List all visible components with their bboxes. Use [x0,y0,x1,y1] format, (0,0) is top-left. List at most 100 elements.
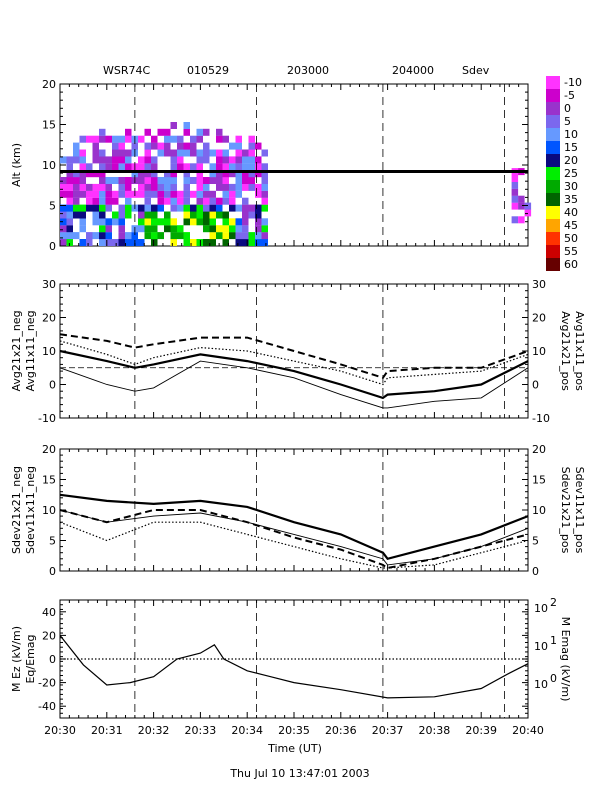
reflectivity-cell [235,218,242,226]
reflectivity-cell [248,239,255,246]
reflectivity-cell [92,190,99,198]
reflectivity-cell [235,163,242,171]
reflectivity-cell [112,197,119,205]
reflectivity-cell [524,202,532,210]
colorbar-swatch [546,232,560,245]
colorbar-label: 60 [564,258,578,271]
reflectivity-cell [209,225,216,233]
y-tick-label: 10 [42,345,56,358]
y-tick-label-right: 0 [532,379,539,392]
reflectivity-cell [170,239,177,246]
reflectivity-cell [222,177,229,184]
reflectivity-cell [203,149,210,157]
reflectivity-cell [105,225,112,233]
header-date: 010529 [187,64,229,77]
panel-3: 0 0 5 5 10 10 15 15 20 20 Sdev21x21_neg Sdev11x11_n… [10,443,586,578]
reflectivity-cell [79,190,86,198]
reflectivity-cell [261,190,268,198]
reflectivity-cell [105,156,112,164]
reflectivity-cell [170,197,177,205]
reflectivity-cell [242,177,249,184]
reflectivity-cell [79,211,86,219]
reflectivity-cell [235,142,242,150]
reflectivity-cell [183,163,190,171]
reflectivity-cell [235,239,242,246]
reflectivity-cell [73,142,80,150]
reflectivity-cell [125,183,132,191]
y-tick-label-right: 20 [532,443,546,456]
reflectivity-cell [125,211,132,219]
reflectivity-cell [105,204,112,212]
reflectivity-cell [144,183,151,191]
reflectivity-cell [229,232,236,240]
reflectivity-cell [66,163,73,171]
reflectivity-cell [79,218,86,226]
right-log-label: 10 [534,678,548,691]
reflectivity-cell [151,190,158,198]
y-tick-label: 20 [42,629,56,642]
reflectivity-cell [60,239,67,246]
reflectivity-cell [99,163,106,171]
reflectivity-cell [255,225,262,233]
reflectivity-cell [138,156,145,164]
reflectivity-cell [196,211,203,219]
reflectivity-cell [190,177,197,184]
reflectivity-cell [144,142,151,150]
reflectivity-cell [164,135,171,143]
reflectivity-cell [151,204,158,212]
reflectivity-cell [151,142,158,150]
reflectivity-cell [138,135,145,143]
reflectivity-cell [170,163,177,171]
y-axis-label-right: Avg21x21_pos [559,311,572,391]
reflectivity-cell [203,156,210,164]
y-tick-label: -20 [38,677,56,690]
reflectivity-cell [203,211,210,219]
reflectivity-cell [92,218,99,226]
reflectivity-cell [125,156,132,164]
reflectivity-cell [105,183,112,191]
reflectivity-cell [261,218,268,226]
reflectivity-cell [196,204,203,212]
reflectivity-cell [105,239,112,246]
reflectivity-cell [183,142,190,150]
colorbar-swatch [546,180,560,193]
series-avg21x21-pos [59,333,529,379]
reflectivity-cell [203,225,210,233]
x-tick-label: 20:35 [278,724,310,737]
colorbar-label: 20 [564,154,578,167]
x-tick-label: 20:36 [325,724,357,737]
series-sdev11x11-neg [59,509,529,566]
reflectivity-cell [183,232,190,240]
colorbar-swatch [546,258,560,271]
reflectivity-cell [261,239,268,246]
reflectivity-cell [183,149,190,157]
reflectivity-cell [92,135,99,143]
reflectivity-cell [60,183,67,191]
reflectivity-cell [99,218,106,226]
header: WSR74C 010529 203000 204000 Sdev [103,64,490,77]
reflectivity-cell [255,170,262,178]
y-tick-label: -40 [38,700,56,713]
y-tick-label: 20 [42,78,56,91]
reflectivity-cell [86,232,93,240]
reflectivity-cell [209,190,216,198]
reflectivity-cell [138,170,145,178]
reflectivity-cell [222,218,229,226]
reflectivity-cell [511,202,519,210]
reflectivity-cell [92,170,99,178]
reflectivity-cell [196,218,203,226]
reflectivity-cell [209,197,216,205]
y-axis-label: Avg11x11_neg [24,310,37,391]
reflectivity-cell [222,183,229,191]
reflectivity-cell [196,170,203,178]
reflectivity-cell [138,190,145,198]
colorbar-label: 5 [564,115,571,128]
reflectivity-cell [73,204,80,212]
reflectivity-cell [86,190,93,198]
reflectivity-cell [99,232,106,240]
reflectivity-cell [151,156,158,164]
reflectivity-cell [125,239,132,246]
y-tick-label: 20 [42,443,56,456]
